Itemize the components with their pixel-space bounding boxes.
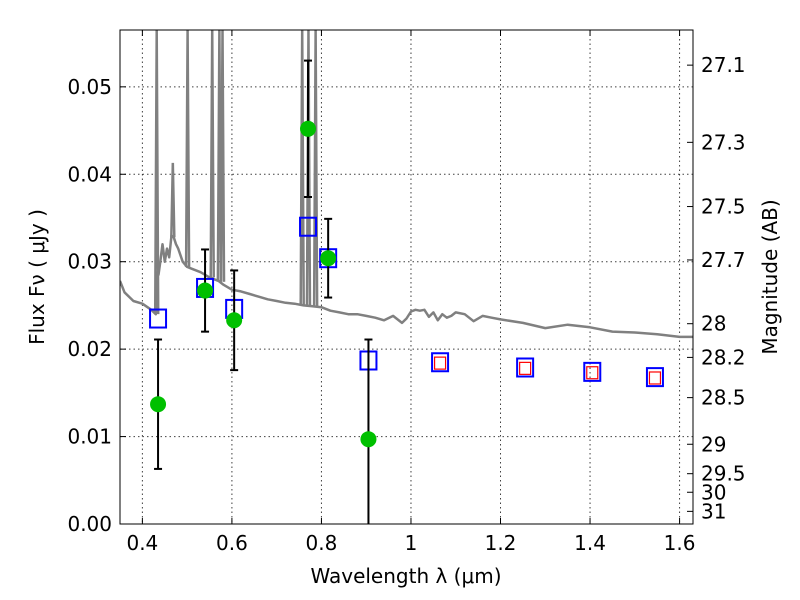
mag-tick-label: 29	[701, 432, 726, 456]
plot-series	[120, 30, 693, 524]
grid	[120, 30, 693, 524]
y-tick-label: 0.00	[67, 512, 112, 536]
predicted-square	[648, 371, 662, 385]
mag-tick-label: 31	[701, 499, 726, 523]
emission-line	[170, 162, 176, 238]
predicted-square	[519, 361, 532, 375]
emission-line	[209, 30, 215, 278]
emission-line	[153, 30, 160, 315]
y-tick-label: 0.04	[67, 162, 112, 186]
model-square	[645, 367, 664, 388]
x-tick-label: 0.4	[126, 531, 158, 555]
mag-tick-label: 27.7	[701, 248, 746, 272]
emission-line	[312, 30, 319, 307]
emission-line	[305, 30, 312, 306]
observed-point	[360, 431, 377, 448]
y-tick-label: 0.01	[67, 425, 112, 449]
predicted-square	[433, 356, 447, 370]
y-tick-label: 0.02	[67, 337, 112, 361]
mag-tick-label: 27.3	[701, 130, 746, 154]
mag-tick-label: 29.5	[701, 462, 746, 486]
axes: 0.4 0.6 0.8 1 1.2 1.4 1.6 0.00 0.01 0.02 0.03 0.04 0…	[67, 30, 746, 555]
x-tick-label: 1.4	[574, 531, 606, 555]
plot-frame	[119, 29, 694, 525]
observed-point	[197, 282, 214, 299]
mag-tick-label: 28.2	[701, 345, 746, 369]
emission-line	[184, 30, 191, 267]
x-tick-label: 0.6	[216, 531, 248, 555]
y-tick-label: 0.05	[67, 75, 112, 99]
observed-point	[150, 396, 167, 413]
sed-template-line	[120, 234, 693, 339]
model-square	[516, 357, 535, 378]
observed-point	[226, 312, 243, 329]
mag-tick-label: 28.5	[701, 386, 746, 410]
mag-tick-label: 27.5	[701, 195, 746, 219]
x-tick-label: 1.2	[485, 531, 517, 555]
x-tick-label: 1.6	[664, 531, 696, 555]
observed-point	[300, 120, 317, 137]
model-square	[149, 308, 168, 329]
mag-tick-label: 30	[701, 480, 726, 504]
y-axis-label: Flux Fν ( μJy )	[25, 209, 49, 345]
emission-line	[299, 30, 305, 306]
model-square	[431, 352, 450, 373]
observed-point	[320, 250, 337, 267]
mag-tick-label: 28	[701, 312, 726, 336]
y-tick-label: 0.03	[67, 250, 112, 274]
x-tick-label: 1	[405, 531, 418, 555]
predicted-square	[586, 366, 599, 380]
x-tick-label: 0.8	[306, 531, 338, 555]
mag-tick-label: 27.1	[701, 53, 746, 77]
right-axis-label: Magnitude (AB)	[758, 199, 782, 354]
x-axis-label: Wavelength λ (μm)	[310, 564, 501, 588]
emission-line	[219, 30, 226, 282]
model-square	[299, 216, 318, 237]
model-square	[583, 361, 602, 382]
